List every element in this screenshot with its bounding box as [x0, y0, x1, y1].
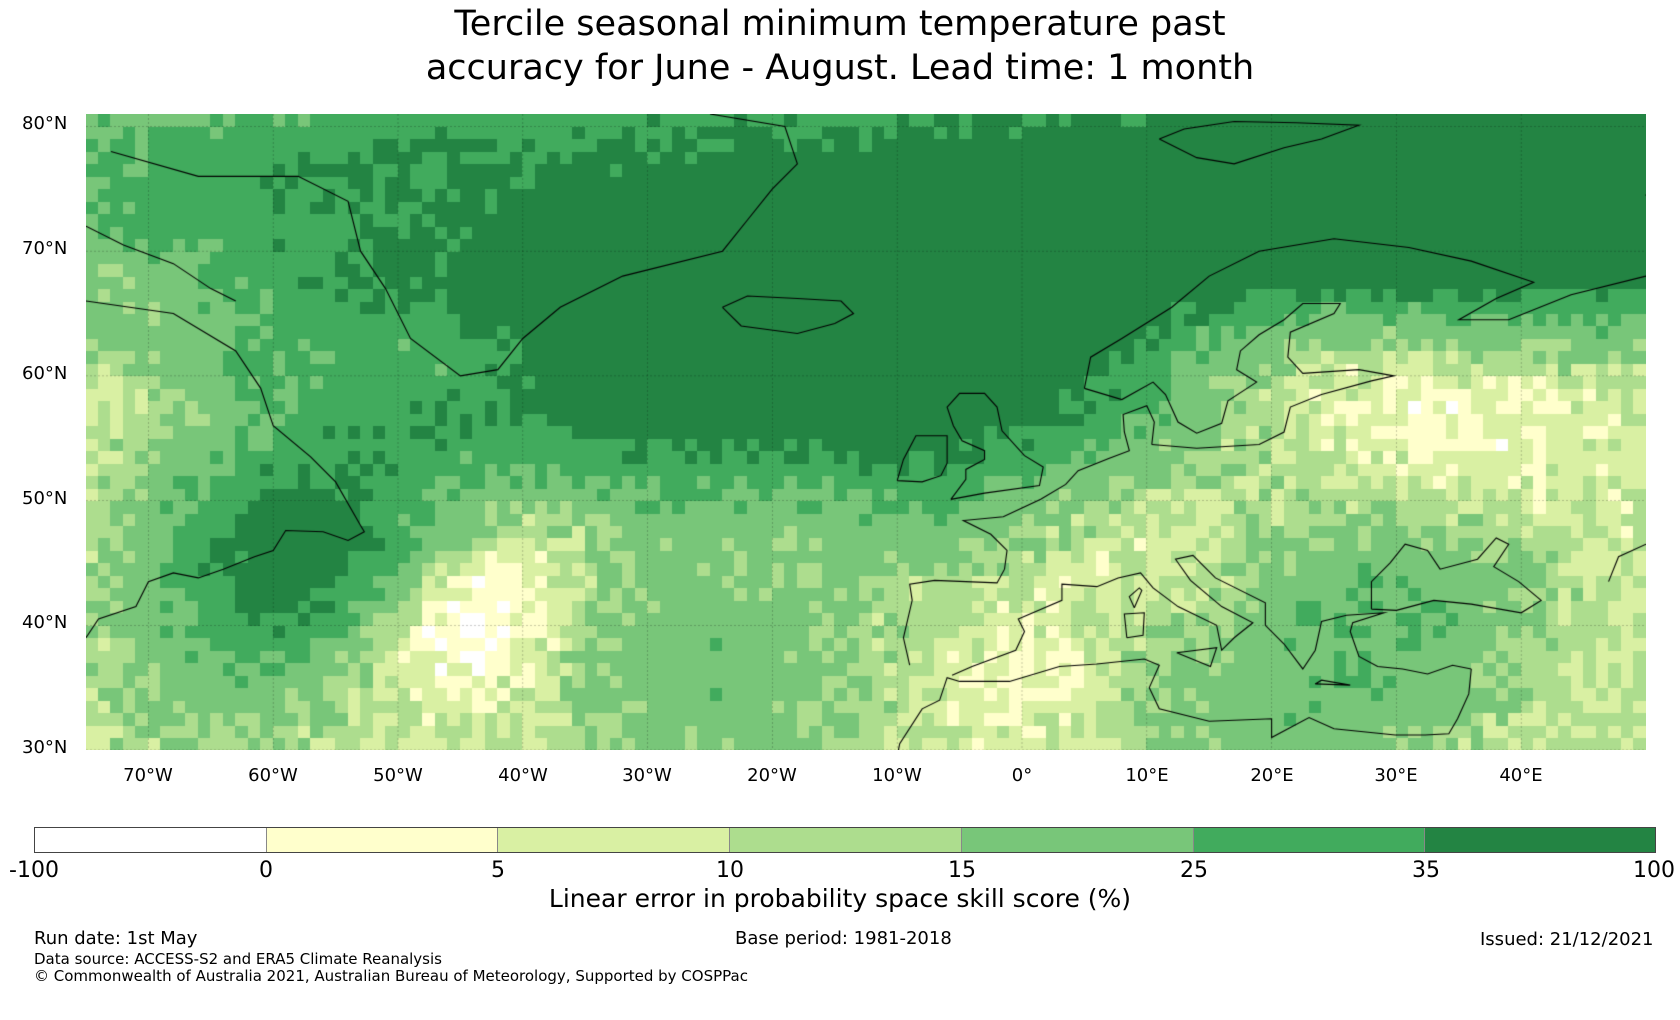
colorbar-tick-0: 0 — [259, 858, 273, 883]
lon-label-0: 0° — [1011, 765, 1033, 786]
lon-label-70w: 70°W — [123, 765, 173, 786]
lon-label-30w: 30°W — [622, 765, 672, 786]
colorbar-tick-100: 100 — [1633, 858, 1675, 883]
colorbar-segment-0-5 — [266, 828, 499, 852]
lon-label-30e: 30°E — [1374, 765, 1418, 786]
colorbar-label: Linear error in probability space skill … — [548, 884, 1132, 913]
colorbar-segment-35-100 — [1425, 828, 1656, 852]
skill-score-raster — [86, 114, 1646, 750]
lat-label-50n: 50°N — [22, 488, 68, 509]
lon-label-60w: 60°W — [248, 765, 298, 786]
lon-label-20e: 20°E — [1250, 765, 1294, 786]
colorbar-tick-10: 10 — [716, 858, 744, 883]
colorbar-segment-25-35 — [1193, 828, 1426, 852]
lon-label-50w: 50°W — [373, 765, 423, 786]
lat-label-30n: 30°N — [22, 737, 68, 758]
lon-label-10w: 10°W — [872, 765, 922, 786]
skill-score-map — [86, 114, 1646, 750]
colorbar-tick-5: 5 — [491, 858, 505, 883]
issued-date: Issued: 21/12/2021 — [1480, 929, 1654, 950]
copyright-notice: © Commonwealth of Australia 2021, Austra… — [34, 967, 748, 985]
title-line-2: accuracy for June - August. Lead time: 1… — [425, 48, 1255, 88]
chart-title: Tercile seasonal minimum temperature pas… — [0, 2, 1680, 90]
colorbar-tick-25: 25 — [1180, 858, 1208, 883]
colorbar-segment-15-25 — [961, 828, 1194, 852]
colorbar-tick-35: 35 — [1412, 858, 1440, 883]
colorbar-tick-neg100: -100 — [9, 858, 59, 883]
base-period: Base period: 1981-2018 — [735, 928, 952, 949]
colorbar — [34, 827, 1656, 853]
data-source: Data source: ACCESS-S2 and ERA5 Climate … — [34, 950, 442, 968]
colorbar-segment-10-15 — [730, 828, 962, 852]
title-line-1: Tercile seasonal minimum temperature pas… — [454, 4, 1226, 44]
run-date: Run date: 1st May — [34, 928, 198, 949]
colorbar-segment-5-10 — [498, 828, 731, 852]
lon-label-20w: 20°W — [747, 765, 797, 786]
lon-label-40e: 40°E — [1499, 765, 1543, 786]
lat-label-80n: 80°N — [22, 113, 68, 134]
colorbar-tick-15: 15 — [948, 858, 976, 883]
lon-label-40w: 40°W — [498, 765, 548, 786]
lat-label-60n: 60°N — [22, 363, 68, 384]
colorbar-segment-neg100-0 — [35, 828, 267, 852]
lon-label-10e: 10°E — [1125, 765, 1169, 786]
lat-label-40n: 40°N — [22, 612, 68, 633]
lat-label-70n: 70°N — [22, 238, 68, 259]
